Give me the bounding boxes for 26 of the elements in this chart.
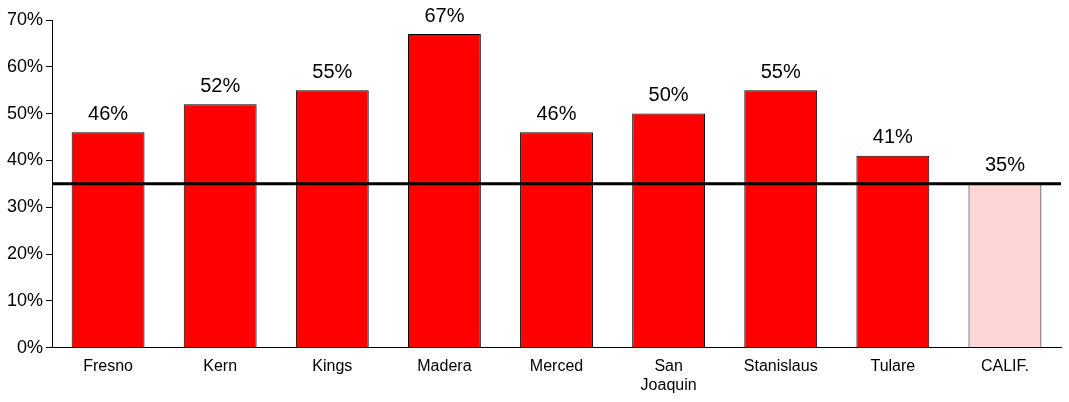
y-tick-label: 50% <box>7 102 44 123</box>
data-label: 67% <box>424 3 465 26</box>
y-tick-label: 0% <box>17 336 44 357</box>
x-tick-label: San Joaquin <box>640 356 697 393</box>
x-tick-label: Tulare <box>870 356 916 374</box>
y-tick-label: 30% <box>7 196 44 217</box>
data-label: 35% <box>984 153 1026 176</box>
data-label: 55% <box>760 59 801 82</box>
data-label: 46% <box>536 101 577 124</box>
x-tick-label: Fresno <box>83 356 134 374</box>
y-tick-label: 40% <box>7 149 44 170</box>
y-tick-label: 70% <box>7 8 44 29</box>
data-label: 52% <box>200 73 241 96</box>
data-label: 50% <box>648 83 689 106</box>
x-tick-label: CALIF. <box>980 356 1029 374</box>
x-tick-label: Kings <box>312 356 353 374</box>
x-tick-label: Kern <box>203 356 238 374</box>
data-label: 46% <box>88 101 129 124</box>
y-tick-label: 10% <box>7 289 44 310</box>
x-tick-label: Madera <box>417 356 472 374</box>
x-tick-label: Merced <box>529 356 584 374</box>
x-tick-label: Stanislaus <box>743 356 818 374</box>
data-label: 41% <box>872 125 914 148</box>
data-label: 55% <box>312 59 353 82</box>
y-tick-label: 60% <box>7 55 44 76</box>
y-tick-label: 20% <box>7 242 44 263</box>
